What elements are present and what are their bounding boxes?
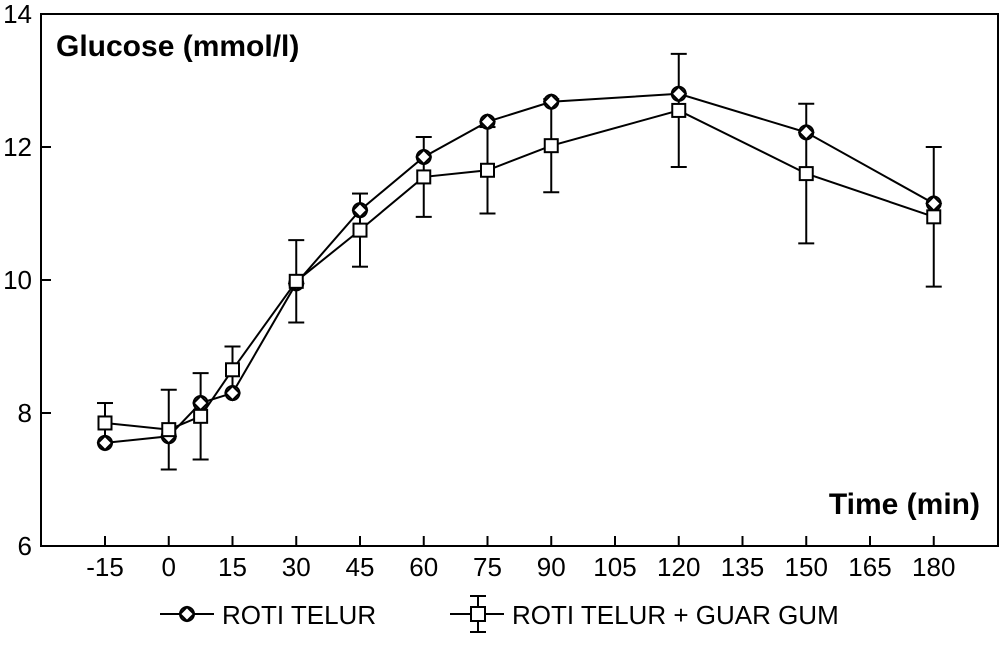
x-tick-label: 180 bbox=[912, 552, 955, 582]
data-point-diamond bbox=[479, 113, 496, 131]
x-tick-label: 165 bbox=[848, 552, 891, 582]
x-tick-label: 60 bbox=[409, 552, 438, 582]
x-tick-label: -15 bbox=[86, 552, 124, 582]
legend-label-roti-telur-guar-gum: ROTI TELUR + GUAR GUM bbox=[512, 600, 839, 630]
legend-marker-roti-telur-guar-gum bbox=[470, 606, 486, 622]
data-point bbox=[352, 222, 368, 238]
plot-frame bbox=[40, 13, 999, 547]
y-tick-label: 14 bbox=[3, 0, 32, 29]
x-tick-label: 135 bbox=[721, 552, 764, 582]
legend: ROTI TELUR ROTI TELUR + GUAR GUM bbox=[160, 595, 839, 633]
data-point bbox=[97, 415, 113, 431]
data-point bbox=[926, 209, 942, 225]
x-tick-label: 150 bbox=[785, 552, 828, 582]
error-bars-1 bbox=[97, 52, 942, 471]
x-tick-label: 105 bbox=[593, 552, 636, 582]
data-point bbox=[416, 169, 432, 185]
y-axis: 6 8 10 12 14 bbox=[3, 0, 51, 561]
x-tick-label: 30 bbox=[282, 552, 311, 582]
y-tick-label: 6 bbox=[18, 531, 32, 561]
legend-marker-roti-telur-diamond bbox=[178, 605, 196, 623]
x-tick-label: 45 bbox=[346, 552, 375, 582]
x-tick-label: 75 bbox=[473, 552, 502, 582]
y-tick-label: 8 bbox=[18, 398, 32, 428]
x-axis-title: Time (min) bbox=[829, 488, 980, 521]
legend-label-roti-telur: ROTI TELUR bbox=[222, 600, 376, 630]
data-point bbox=[225, 362, 240, 378]
x-tick-label: 15 bbox=[218, 552, 247, 582]
data-point-diamond bbox=[542, 93, 560, 111]
data-point bbox=[288, 273, 304, 289]
x-tick-label: 0 bbox=[162, 552, 176, 582]
data-point-diamond bbox=[351, 201, 369, 219]
series-points-1 bbox=[97, 102, 942, 438]
data-point bbox=[543, 138, 559, 154]
data-point-diamond bbox=[670, 85, 688, 103]
y-axis-title: Glucose (mmol/l) bbox=[56, 30, 299, 63]
legend-item-roti-telur-guar-gum: ROTI TELUR + GUAR GUM bbox=[450, 595, 839, 633]
x-tick-label: 90 bbox=[537, 552, 566, 582]
data-point bbox=[671, 102, 687, 118]
data-point-diamond bbox=[224, 384, 241, 402]
data-point bbox=[161, 422, 177, 438]
y-tick-label: 12 bbox=[3, 132, 32, 162]
data-point-diamond bbox=[415, 148, 433, 166]
series-layer bbox=[96, 52, 943, 471]
y-tick-label: 10 bbox=[3, 265, 32, 295]
data-point bbox=[193, 408, 209, 424]
data-point bbox=[480, 162, 495, 178]
data-point-diamond bbox=[96, 434, 114, 452]
x-tick-label: 120 bbox=[657, 552, 700, 582]
x-axis: -15 0 15 30 45 60 75 90 105 120 135 150 165 180 bbox=[86, 536, 955, 582]
data-point-diamond bbox=[797, 123, 815, 141]
data-point bbox=[798, 166, 814, 182]
legend-item-roti-telur: ROTI TELUR bbox=[160, 600, 376, 630]
series-line-1 bbox=[104, 109, 935, 431]
